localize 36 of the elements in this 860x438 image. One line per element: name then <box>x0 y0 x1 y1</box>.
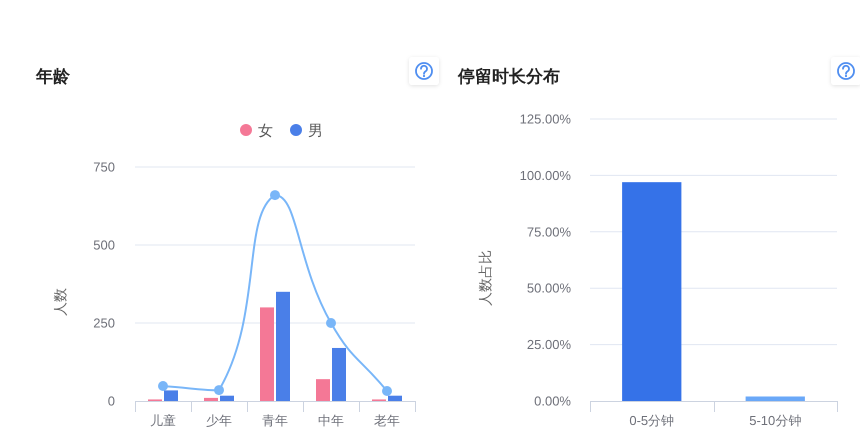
y-tick-label: 0.00% <box>534 394 572 408</box>
legend-label: 女 <box>258 122 273 140</box>
x-tick-label: 5-10分钟 <box>749 413 802 428</box>
point <box>158 381 168 392</box>
x-tick-label: 老年 <box>374 413 400 428</box>
y-tick-label: 50.00% <box>526 280 572 296</box>
point <box>326 318 336 328</box>
y-tick-label: 750 <box>93 160 115 174</box>
x-tick-label: 中年 <box>318 413 344 428</box>
legend-label: 男 <box>308 122 323 140</box>
y-tick-label: 25.00% <box>526 337 572 352</box>
x-tick-label: 青年 <box>262 413 288 428</box>
x-tick-label: 0-5分钟 <box>629 413 674 428</box>
y-tick-label: 125.00% <box>520 112 572 126</box>
bar <box>276 292 290 401</box>
y-tick-label: 100.00% <box>520 168 572 183</box>
bar <box>316 379 330 401</box>
y-axis-title: 人数 <box>52 288 68 316</box>
x-tick-label: 儿童 <box>150 413 176 428</box>
bar <box>332 348 346 401</box>
y-tick-label: 0 <box>108 394 115 408</box>
bar <box>220 396 234 401</box>
bar <box>260 307 274 401</box>
y-axis-title: 人数占比 <box>477 250 493 306</box>
y-tick-label: 250 <box>93 316 115 330</box>
y-tick-label: 500 <box>93 238 115 252</box>
chart-title: 停留时长分布 <box>457 67 560 86</box>
x-tick-label: 少年 <box>206 413 232 428</box>
point <box>214 385 224 396</box>
chart-title: 年龄 <box>35 67 71 86</box>
bar <box>164 390 178 401</box>
point <box>382 386 392 396</box>
y-tick-label: 75.00% <box>526 224 572 240</box>
bar <box>204 398 218 401</box>
bar <box>388 396 402 401</box>
point <box>270 190 280 200</box>
